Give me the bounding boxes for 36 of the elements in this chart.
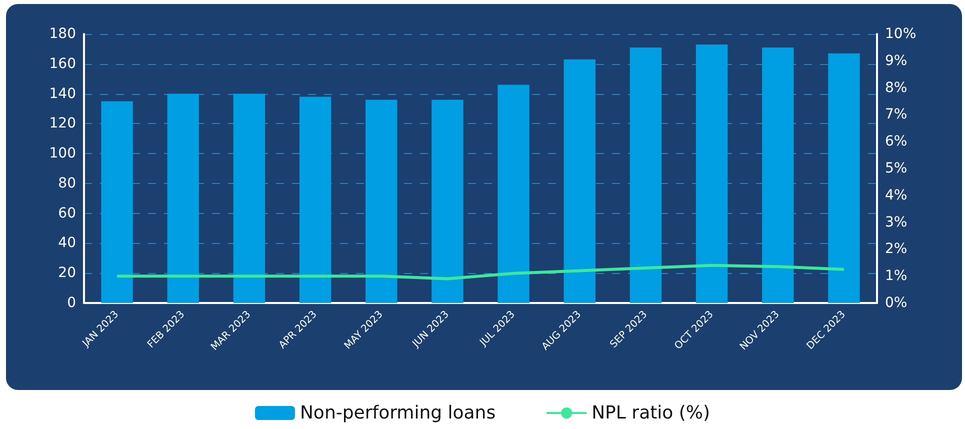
y2-tick-label: 8% [885, 80, 908, 96]
y-tick-label: 40 [58, 235, 76, 252]
bar [366, 100, 398, 303]
bar [564, 59, 596, 303]
bar [696, 44, 728, 303]
y2-tick-label: 10% [885, 26, 916, 42]
bar [762, 47, 794, 303]
bar [432, 100, 464, 303]
y-tick-label: 180 [49, 26, 76, 42]
legend-label: NPL ratio (%) [592, 402, 710, 424]
legend-label: Non-performing loans [300, 402, 496, 424]
y2-tick-label: 4% [885, 187, 908, 204]
y2-tick-label: 7% [885, 106, 908, 123]
line-series [116, 264, 846, 280]
y2-tick-label: 1% [885, 268, 908, 284]
y2-tick-label: 9% [885, 52, 908, 69]
y2-tick-label: 0% [885, 295, 908, 311]
y2-tick-label: 6% [885, 134, 908, 150]
y-tick-label: 140 [49, 86, 76, 102]
bar [299, 96, 332, 303]
bar [167, 94, 199, 303]
y-tick-label: 60 [58, 205, 76, 222]
bar [630, 47, 662, 303]
y-tick-label: 160 [49, 56, 76, 72]
bar [101, 101, 133, 303]
bar [828, 53, 860, 303]
y-tick-label: 80 [58, 175, 76, 192]
y-tick-label: 100 [49, 146, 76, 162]
y-tick-label: 120 [49, 116, 76, 132]
y2-tick-label: 3% [885, 214, 908, 230]
bar [498, 84, 530, 303]
y2-tick-label: 2% [885, 241, 908, 258]
y-tick-label: 0 [67, 295, 76, 311]
y2-tick-label: 5% [885, 160, 908, 176]
bar [233, 94, 266, 303]
y-tick-label: 20 [58, 265, 76, 282]
